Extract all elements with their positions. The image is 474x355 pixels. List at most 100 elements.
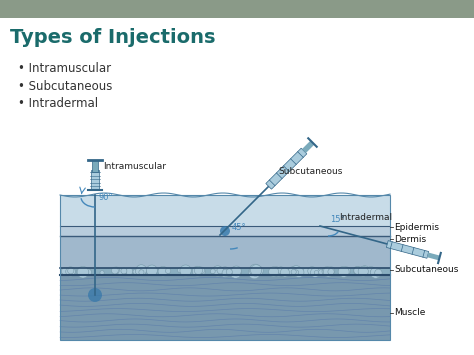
Circle shape (291, 266, 301, 277)
Circle shape (354, 266, 362, 274)
Circle shape (294, 267, 304, 278)
Circle shape (222, 267, 228, 273)
Circle shape (210, 269, 215, 274)
Circle shape (66, 267, 75, 276)
Circle shape (274, 268, 283, 277)
Circle shape (139, 270, 144, 275)
Circle shape (293, 269, 301, 277)
Circle shape (133, 269, 138, 274)
Circle shape (322, 267, 331, 276)
Circle shape (248, 267, 260, 279)
Circle shape (158, 266, 168, 276)
Circle shape (111, 267, 118, 274)
Text: Subcutaneous: Subcutaneous (279, 167, 343, 176)
Circle shape (360, 266, 369, 274)
Bar (60, 195, 390, 226)
Circle shape (213, 270, 219, 275)
Circle shape (118, 268, 125, 276)
Bar (60, 236, 390, 268)
Circle shape (291, 269, 296, 274)
Bar (60, 275, 390, 340)
Circle shape (367, 267, 375, 275)
Circle shape (314, 271, 319, 275)
Circle shape (308, 267, 316, 275)
Circle shape (180, 265, 191, 276)
Circle shape (226, 269, 232, 275)
Circle shape (121, 268, 127, 274)
Circle shape (160, 269, 166, 275)
Bar (60, 226, 390, 236)
Bar (91, 170, 99, 190)
Bar (60, 268, 390, 275)
Text: Dermis: Dermis (394, 235, 426, 244)
Circle shape (220, 267, 230, 277)
Circle shape (329, 270, 334, 275)
Text: 15°: 15° (330, 215, 345, 224)
Circle shape (195, 268, 200, 272)
Circle shape (281, 268, 290, 277)
Circle shape (249, 264, 261, 276)
Text: 45°: 45° (232, 223, 246, 232)
Text: Intramuscular: Intramuscular (103, 162, 166, 171)
Bar (0, 0, 474, 18)
Circle shape (328, 267, 335, 274)
Text: Subcutaneous: Subcutaneous (394, 265, 458, 274)
Circle shape (113, 267, 119, 273)
Circle shape (178, 268, 183, 273)
Circle shape (76, 267, 85, 276)
Circle shape (288, 267, 298, 276)
Circle shape (272, 267, 280, 275)
Circle shape (220, 226, 230, 236)
Circle shape (277, 267, 284, 274)
Circle shape (323, 267, 333, 277)
Circle shape (269, 267, 279, 277)
Circle shape (197, 268, 205, 276)
Circle shape (320, 271, 325, 275)
Circle shape (100, 271, 104, 275)
Bar (92, 160, 98, 172)
Circle shape (135, 268, 142, 274)
Circle shape (62, 267, 69, 275)
Text: • Intradermal: • Intradermal (18, 97, 98, 110)
Circle shape (88, 288, 102, 302)
Circle shape (254, 266, 263, 275)
Circle shape (358, 266, 368, 277)
Text: 90°: 90° (99, 192, 114, 202)
Circle shape (323, 268, 327, 272)
Text: • Intramuscular: • Intramuscular (18, 62, 111, 75)
Circle shape (217, 267, 224, 274)
Circle shape (198, 267, 205, 274)
Text: Muscle: Muscle (394, 308, 425, 317)
Text: Types of Injections: Types of Injections (10, 28, 216, 47)
Circle shape (192, 266, 202, 277)
Circle shape (126, 268, 133, 275)
Circle shape (317, 268, 325, 275)
Circle shape (183, 267, 190, 273)
Text: • Subcutaneous: • Subcutaneous (18, 80, 112, 93)
Circle shape (354, 267, 362, 274)
Circle shape (149, 268, 156, 275)
Circle shape (370, 270, 375, 274)
Circle shape (338, 266, 349, 277)
Circle shape (343, 267, 351, 275)
Circle shape (273, 267, 280, 274)
Circle shape (310, 268, 320, 277)
Circle shape (293, 270, 299, 275)
Circle shape (354, 267, 361, 274)
Polygon shape (266, 148, 307, 189)
Circle shape (251, 265, 262, 276)
Text: Epidermis: Epidermis (394, 223, 439, 231)
Circle shape (319, 269, 324, 275)
Circle shape (370, 267, 381, 278)
Circle shape (222, 269, 229, 276)
Circle shape (77, 267, 89, 278)
Polygon shape (386, 241, 429, 258)
Circle shape (212, 266, 223, 277)
Circle shape (328, 269, 334, 275)
Text: Intradermal: Intradermal (339, 213, 392, 222)
Circle shape (194, 267, 202, 275)
Circle shape (136, 265, 146, 275)
Circle shape (68, 268, 74, 274)
Circle shape (231, 266, 241, 276)
Bar (60, 195, 390, 340)
